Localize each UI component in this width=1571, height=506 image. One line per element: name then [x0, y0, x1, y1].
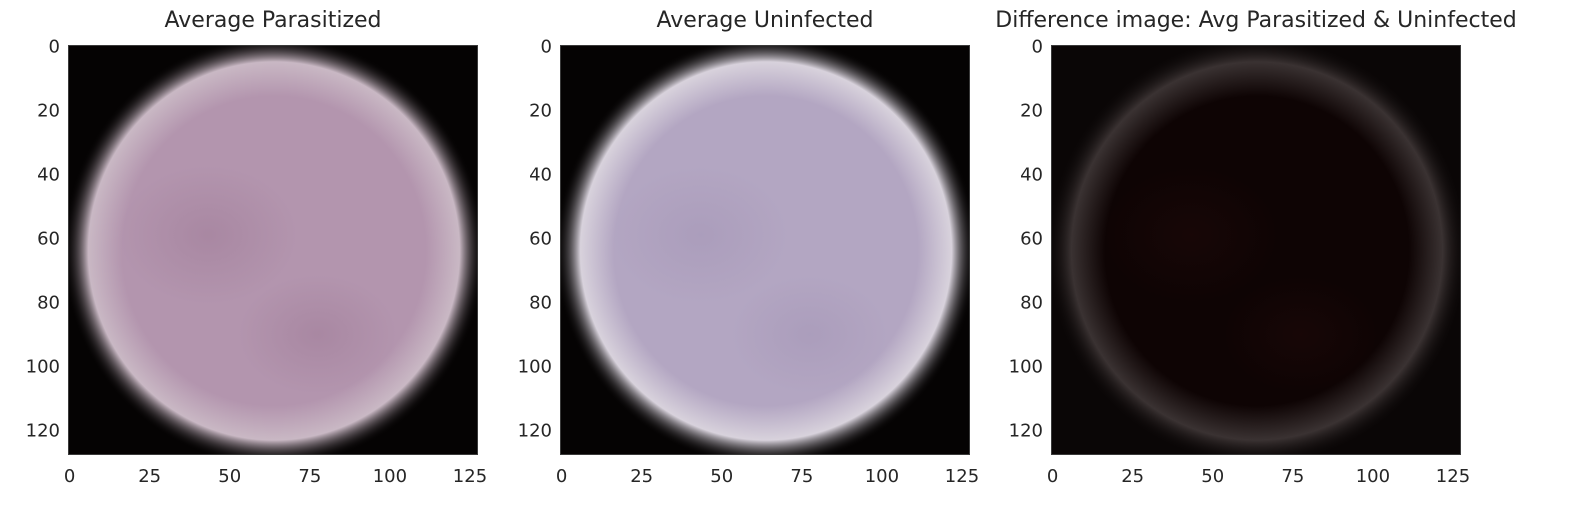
y-tick-label: 120: [25, 420, 60, 442]
y-tick-label: 60: [37, 228, 60, 250]
y-tick-label: 100: [1008, 356, 1043, 378]
y-tick-label: 100: [517, 356, 552, 378]
x-tick-label: 50: [1201, 466, 1225, 487]
cell-spot: [118, 165, 298, 305]
cell-spot: [730, 274, 890, 395]
y-tick-label: 0: [1031, 36, 1043, 58]
panel-image: [1051, 45, 1461, 455]
y-tick-label: 40: [529, 164, 552, 186]
x-tick-label: 100: [864, 466, 900, 487]
panel-image: [68, 45, 478, 455]
y-tick-label: 40: [1020, 164, 1043, 186]
panel-title: Average Parasitized: [164, 8, 382, 33]
y-tick-label: 20: [529, 100, 552, 122]
y-tick-label: 0: [540, 36, 552, 58]
y-tick-label: 20: [1020, 100, 1043, 122]
x-tick-label: 0: [1046, 466, 1059, 487]
x-tick-label: 125: [944, 466, 980, 487]
y-tick-label: 60: [529, 228, 552, 250]
y-tick-label: 120: [517, 420, 552, 442]
y-tick-label: 60: [1020, 228, 1043, 250]
panel-image: [560, 45, 970, 455]
panel-title: Average Uninfected: [656, 8, 874, 33]
cell-spot: [238, 274, 398, 395]
x-tick-label: 50: [218, 466, 242, 487]
cell-image: [561, 46, 969, 454]
x-tick-label: 125: [452, 466, 488, 487]
x-tick-label: 25: [138, 466, 162, 487]
panel-title: Difference image: Avg Parasitized & Unin…: [995, 8, 1517, 33]
x-tick-label: 125: [1435, 466, 1471, 487]
cell-image: [69, 46, 477, 454]
x-tick-label: 75: [790, 466, 814, 487]
y-tick-label: 100: [25, 356, 60, 378]
y-tick-label: 40: [37, 164, 60, 186]
cell-spot: [1221, 274, 1381, 395]
x-tick-label: 75: [1281, 466, 1305, 487]
y-tick-label: 20: [37, 100, 60, 122]
x-tick-label: 100: [372, 466, 408, 487]
cell-spot: [610, 165, 790, 305]
cell-spot: [1101, 165, 1281, 305]
x-tick-label: 50: [710, 466, 734, 487]
x-tick-label: 25: [1121, 466, 1145, 487]
x-tick-label: 100: [1355, 466, 1391, 487]
y-tick-label: 80: [529, 292, 552, 314]
y-tick-label: 0: [48, 36, 60, 58]
x-tick-label: 0: [555, 466, 568, 487]
cell-image: [1052, 46, 1460, 454]
y-tick-label: 80: [37, 292, 60, 314]
x-tick-label: 75: [298, 466, 322, 487]
x-tick-label: 0: [63, 466, 76, 487]
x-tick-label: 25: [630, 466, 654, 487]
y-tick-label: 120: [1008, 420, 1043, 442]
y-tick-label: 80: [1020, 292, 1043, 314]
